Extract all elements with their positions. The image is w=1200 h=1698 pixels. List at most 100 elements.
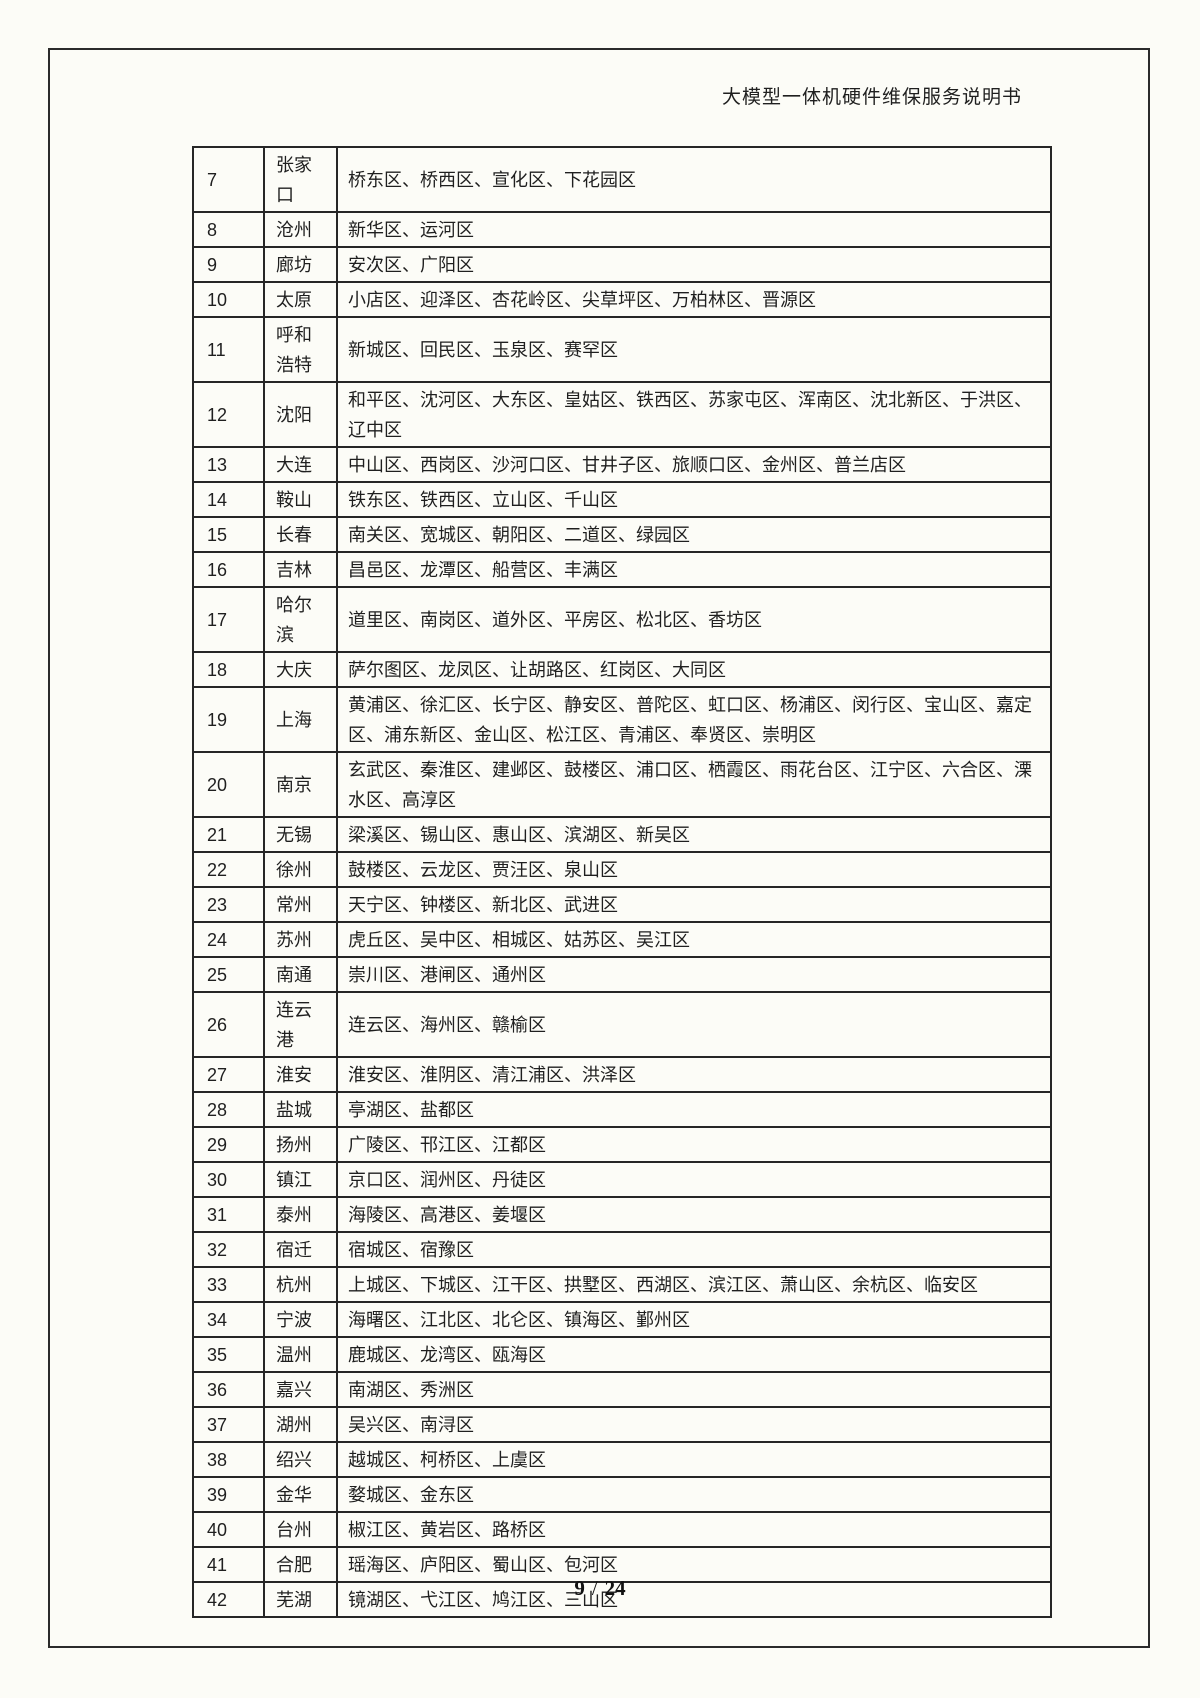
table-row: 21 无锡 梁溪区、锡山区、惠山区、滨湖区、新吴区 (192, 816, 1052, 853)
district-list-cell: 椒江区、黄岩区、路桥区 (336, 1511, 1052, 1548)
district-list-cell: 京口区、润州区、丹徒区 (336, 1161, 1052, 1198)
district-list-cell: 鹿城区、龙湾区、瓯海区 (336, 1336, 1052, 1373)
city-name-cell: 无锡 (263, 816, 338, 853)
row-number-cell: 9 (192, 246, 265, 283)
page-number-footer: 9/24 (0, 1576, 1200, 1601)
district-list-cell: 虎丘区、吴中区、相城区、姑苏区、吴江区 (336, 921, 1052, 958)
city-name-cell: 常州 (263, 886, 338, 923)
district-list-cell: 天宁区、钟楼区、新北区、武进区 (336, 886, 1052, 923)
table-row: 12 沈阳 和平区、沈河区、大东区、皇姑区、铁西区、苏家屯区、浑南区、沈北新区、… (192, 381, 1052, 448)
row-number-cell: 16 (192, 551, 265, 588)
table-row: 7 张家口 桥东区、桥西区、宣化区、下花园区 (192, 146, 1052, 213)
city-name-cell: 镇江 (263, 1161, 338, 1198)
row-number-cell: 30 (192, 1161, 265, 1198)
city-name-cell: 太原 (263, 281, 338, 318)
row-number-cell: 23 (192, 886, 265, 923)
table-row: 18 大庆 萨尔图区、龙凤区、让胡路区、红岗区、大同区 (192, 651, 1052, 688)
table-row: 41 合肥 瑶海区、庐阳区、蜀山区、包河区 (192, 1546, 1052, 1583)
district-list-cell: 连云区、海州区、赣榆区 (336, 991, 1052, 1058)
row-number-cell: 40 (192, 1511, 265, 1548)
city-name-cell: 呼和浩特 (263, 316, 338, 383)
table-row: 39 金华 婺城区、金东区 (192, 1476, 1052, 1513)
table-row: 40 台州 椒江区、黄岩区、路桥区 (192, 1511, 1052, 1548)
district-list-cell: 玄武区、秦淮区、建邺区、鼓楼区、浦口区、栖霞区、雨花台区、江宁区、六合区、溧水区… (336, 751, 1052, 818)
total-page-count: 24 (604, 1576, 626, 1600)
row-number-cell: 18 (192, 651, 265, 688)
row-number-cell: 31 (192, 1196, 265, 1233)
table-row: 35 温州 鹿城区、龙湾区、瓯海区 (192, 1336, 1052, 1373)
district-list-cell: 镜湖区、弋江区、鸠江区、三山区 (336, 1581, 1052, 1618)
table-row: 23 常州 天宁区、钟楼区、新北区、武进区 (192, 886, 1052, 923)
city-name-cell: 台州 (263, 1511, 338, 1548)
row-number-cell: 39 (192, 1476, 265, 1513)
row-number-cell: 25 (192, 956, 265, 993)
district-list-cell: 南湖区、秀洲区 (336, 1371, 1052, 1408)
row-number-cell: 10 (192, 281, 265, 318)
table-row: 32 宿迁 宿城区、宿豫区 (192, 1231, 1052, 1268)
table-row: 30 镇江 京口区、润州区、丹徒区 (192, 1161, 1052, 1198)
row-number-cell: 27 (192, 1056, 265, 1093)
table-row: 19 上海 黄浦区、徐汇区、长宁区、静安区、普陀区、虹口区、杨浦区、闵行区、宝山… (192, 686, 1052, 753)
table-row: 38 绍兴 越城区、柯桥区、上虞区 (192, 1441, 1052, 1478)
district-list-cell: 上城区、下城区、江干区、拱墅区、西湖区、滨江区、萧山区、余杭区、临安区 (336, 1266, 1052, 1303)
table-row: 31 泰州 海陵区、高港区、姜堰区 (192, 1196, 1052, 1233)
city-name-cell: 杭州 (263, 1266, 338, 1303)
document-header-title: 大模型一体机硬件维保服务说明书 (721, 87, 1022, 108)
city-name-cell: 大庆 (263, 651, 338, 688)
city-name-cell: 嘉兴 (263, 1371, 338, 1408)
city-name-cell: 张家口 (263, 146, 338, 213)
table-row: 26 连云港 连云区、海州区、赣榆区 (192, 991, 1052, 1058)
city-name-cell: 金华 (263, 1476, 338, 1513)
city-name-cell: 湖州 (263, 1406, 338, 1443)
table-row: 13 大连 中山区、西岗区、沙河口区、甘井子区、旅顺口区、金州区、普兰店区 (192, 446, 1052, 483)
city-name-cell: 南通 (263, 956, 338, 993)
row-number-cell: 7 (192, 146, 265, 213)
table-row: 42 芜湖 镜湖区、弋江区、鸠江区、三山区 (192, 1581, 1052, 1618)
district-list-cell: 吴兴区、南浔区 (336, 1406, 1052, 1443)
table-row: 37 湖州 吴兴区、南浔区 (192, 1406, 1052, 1443)
table-row: 36 嘉兴 南湖区、秀洲区 (192, 1371, 1052, 1408)
city-name-cell: 芜湖 (263, 1581, 338, 1618)
district-list-cell: 安次区、广阳区 (336, 246, 1052, 283)
row-number-cell: 11 (192, 316, 265, 383)
table-row: 24 苏州 虎丘区、吴中区、相城区、姑苏区、吴江区 (192, 921, 1052, 958)
district-list-cell: 中山区、西岗区、沙河口区、甘井子区、旅顺口区、金州区、普兰店区 (336, 446, 1052, 483)
city-name-cell: 鞍山 (263, 481, 338, 518)
table-row: 34 宁波 海曙区、江北区、北仑区、镇海区、鄞州区 (192, 1301, 1052, 1338)
table-row: 25 南通 崇川区、港闸区、通州区 (192, 956, 1052, 993)
table-row: 16 吉林 昌邑区、龙潭区、船营区、丰满区 (192, 551, 1052, 588)
district-list-cell: 婺城区、金东区 (336, 1476, 1052, 1513)
city-name-cell: 泰州 (263, 1196, 338, 1233)
table-row: 14 鞍山 铁东区、铁西区、立山区、千山区 (192, 481, 1052, 518)
row-number-cell: 36 (192, 1371, 265, 1408)
row-number-cell: 37 (192, 1406, 265, 1443)
row-number-cell: 12 (192, 381, 265, 448)
district-list-cell: 广陵区、邗江区、江都区 (336, 1126, 1052, 1163)
district-list-cell: 昌邑区、龙潭区、船营区、丰满区 (336, 551, 1052, 588)
table-row: 15 长春 南关区、宽城区、朝阳区、二道区、绿园区 (192, 516, 1052, 553)
table-row: 11 呼和浩特 新城区、回民区、玉泉区、赛罕区 (192, 316, 1052, 383)
city-name-cell: 南京 (263, 751, 338, 818)
row-number-cell: 33 (192, 1266, 265, 1303)
district-list-cell: 和平区、沈河区、大东区、皇姑区、铁西区、苏家屯区、浑南区、沈北新区、于洪区、辽中… (336, 381, 1052, 448)
row-number-cell: 24 (192, 921, 265, 958)
district-list-cell: 海曙区、江北区、北仑区、镇海区、鄞州区 (336, 1301, 1052, 1338)
city-district-table: 7 张家口 桥东区、桥西区、宣化区、下花园区 8 沧州 新华区、运河区 9 廊坊… (192, 146, 1052, 1618)
city-name-cell: 廊坊 (263, 246, 338, 283)
city-name-cell: 宁波 (263, 1301, 338, 1338)
table-row: 22 徐州 鼓楼区、云龙区、贾汪区、泉山区 (192, 851, 1052, 888)
district-list-cell: 海陵区、高港区、姜堰区 (336, 1196, 1052, 1233)
district-list-cell: 道里区、南岗区、道外区、平房区、松北区、香坊区 (336, 586, 1052, 653)
table-row: 29 扬州 广陵区、邗江区、江都区 (192, 1126, 1052, 1163)
page-number-separator: / (591, 1576, 598, 1600)
row-number-cell: 17 (192, 586, 265, 653)
row-number-cell: 32 (192, 1231, 265, 1268)
row-number-cell: 38 (192, 1441, 265, 1478)
row-number-cell: 19 (192, 686, 265, 753)
table-row: 17 哈尔滨 道里区、南岗区、道外区、平房区、松北区、香坊区 (192, 586, 1052, 653)
district-list-cell: 越城区、柯桥区、上虞区 (336, 1441, 1052, 1478)
district-list-cell: 铁东区、铁西区、立山区、千山区 (336, 481, 1052, 518)
row-number-cell: 20 (192, 751, 265, 818)
district-list-cell: 淮安区、淮阴区、清江浦区、洪泽区 (336, 1056, 1052, 1093)
